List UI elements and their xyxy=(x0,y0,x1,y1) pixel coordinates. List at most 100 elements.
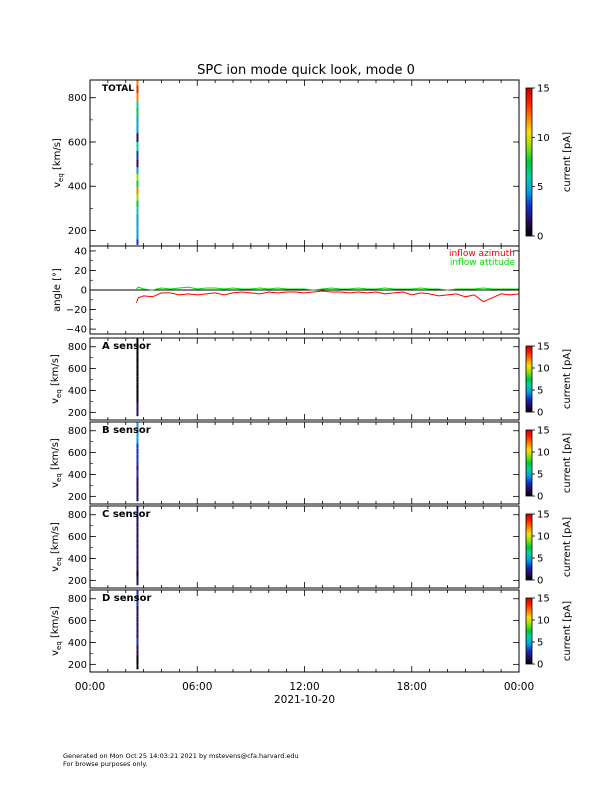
heatmap-cell xyxy=(136,611,139,617)
colorbar-tick-label: 0 xyxy=(537,576,543,587)
heatmap-cell xyxy=(136,437,139,444)
heatmap-cell xyxy=(136,600,139,606)
y-axis-label-subscript: eq xyxy=(55,557,63,566)
x-axis-date-label: 2021-10-20 xyxy=(274,694,335,706)
heatmap-cell xyxy=(136,665,139,670)
panel-label: A sensor xyxy=(102,341,151,352)
y-tick-label: 600 xyxy=(68,364,87,375)
y-tick-label: 800 xyxy=(68,93,87,104)
heatmap-cell xyxy=(136,80,139,86)
heatmap-cell xyxy=(136,465,139,471)
colorbar-tick-label: 10 xyxy=(537,448,550,459)
colorbar-tick-label: 5 xyxy=(537,638,543,649)
y-axis-label-subscript: eq xyxy=(55,473,63,482)
panel-label: B sensor xyxy=(102,425,151,436)
heatmap-cell xyxy=(136,594,139,601)
heatmap-cell xyxy=(136,200,139,208)
heatmap-cell xyxy=(136,167,139,175)
heatmap-cell xyxy=(136,402,139,408)
heatmap-cell xyxy=(136,581,139,586)
heatmap-cell xyxy=(136,141,139,151)
colorbar-tick-label: 0 xyxy=(537,492,543,503)
panel-d: 200 400 600 800 veq [km/s] D sensor 0 5 10 15 curr… xyxy=(50,589,573,673)
x-tick-label: 18:00 xyxy=(397,681,427,693)
heatmap-cell xyxy=(136,565,139,572)
y-tick-label: 200 xyxy=(68,408,87,419)
heatmap-cell xyxy=(136,454,139,460)
heatmap-cell xyxy=(136,644,139,650)
y-tick-label: 40 xyxy=(74,246,87,257)
colorbar-label: current [pA] xyxy=(562,601,573,661)
y-tick-label: 400 xyxy=(68,554,87,565)
figure-title: SPC ion mode quick look, mode 0 xyxy=(197,63,415,78)
heatmap-cell xyxy=(136,554,139,561)
heatmap-cell xyxy=(136,220,139,228)
heatmap-cell xyxy=(136,343,139,351)
heatmap-cell xyxy=(136,101,139,108)
panel-frame xyxy=(89,505,520,589)
y-axis-label-unit: [km/s] xyxy=(52,138,63,173)
heatmap-cell xyxy=(136,432,139,438)
y-tick-label: 800 xyxy=(68,510,87,521)
heatmap-cell xyxy=(136,649,139,656)
heatmap-cell xyxy=(136,506,139,511)
colorbar-tick-label: 0 xyxy=(537,408,543,419)
colorbar-tick-label: 15 xyxy=(537,510,550,521)
heatmap-cell xyxy=(136,605,139,612)
heatmap-cell xyxy=(136,510,139,517)
x-tick-label: 12:00 xyxy=(289,681,319,693)
y-tick-label: 200 xyxy=(68,492,87,503)
heatmap-cell xyxy=(136,660,139,666)
heatmap-cell xyxy=(136,338,139,344)
heatmap-cell xyxy=(136,93,139,102)
heatmap-cell xyxy=(136,655,139,661)
heatmap-cell xyxy=(136,376,139,383)
y-axis-label-unit: [km/s] xyxy=(50,438,61,473)
panel-label: D sensor xyxy=(102,593,151,604)
heatmap-cell xyxy=(136,124,139,134)
heatmap-cell xyxy=(136,470,139,477)
colorbar-tick-label: 15 xyxy=(537,342,550,353)
panel-label: TOTAL xyxy=(102,84,134,94)
y-axis-label-var: v xyxy=(50,398,61,404)
y-tick-label: 400 xyxy=(68,182,87,193)
heatmap-cell xyxy=(136,207,139,214)
y-tick-label: 200 xyxy=(68,576,87,587)
y-axis-label: angle [°] xyxy=(52,268,63,312)
heatmap-cell xyxy=(136,422,139,427)
heatmap-cell xyxy=(136,443,139,449)
heatmap-cell xyxy=(136,516,139,522)
y-tick-label: 600 xyxy=(68,616,87,627)
colorbar-label: current [pA] xyxy=(562,349,573,409)
heatmap-cell xyxy=(136,622,139,628)
colorbar-tick-label: 5 xyxy=(537,554,543,565)
heatmap-cell xyxy=(136,150,139,160)
panel-c: 200 400 600 800 veq [km/s] C sensor 0 5 10 15 curr… xyxy=(50,505,573,589)
colorbar-tick-label: 15 xyxy=(537,426,550,437)
heatmap-cell xyxy=(136,549,139,555)
y-tick-label: −20 xyxy=(66,305,87,316)
heatmap-cell xyxy=(136,407,139,413)
heatmap-cell xyxy=(136,492,139,498)
y-tick-label: 400 xyxy=(68,470,87,481)
heatmap-cell xyxy=(136,616,139,623)
heatmap-cell xyxy=(136,395,139,403)
heatmap-cell xyxy=(136,389,139,396)
colorbar-tick-label: 0 xyxy=(537,232,543,243)
heatmap-cell xyxy=(136,369,139,377)
heatmap-cell xyxy=(136,363,139,370)
y-axis-label-var: v xyxy=(52,182,63,188)
colorbar-tick-label: 10 xyxy=(537,616,550,627)
y-axis-label: veq [km/s] xyxy=(50,522,63,572)
panel-frame xyxy=(89,589,520,673)
heatmap-cell xyxy=(136,159,139,168)
colorbar-tick-label: 15 xyxy=(537,84,550,95)
heatmap-cell xyxy=(136,107,139,116)
heatmap-cell xyxy=(136,527,139,533)
y-axis-label: veq [km/s] xyxy=(50,354,63,404)
colorbar-tick-label: 5 xyxy=(537,386,543,397)
heatmap-cell xyxy=(136,476,139,482)
heatmap-cell xyxy=(136,560,139,566)
heatmap-cell xyxy=(136,571,139,577)
